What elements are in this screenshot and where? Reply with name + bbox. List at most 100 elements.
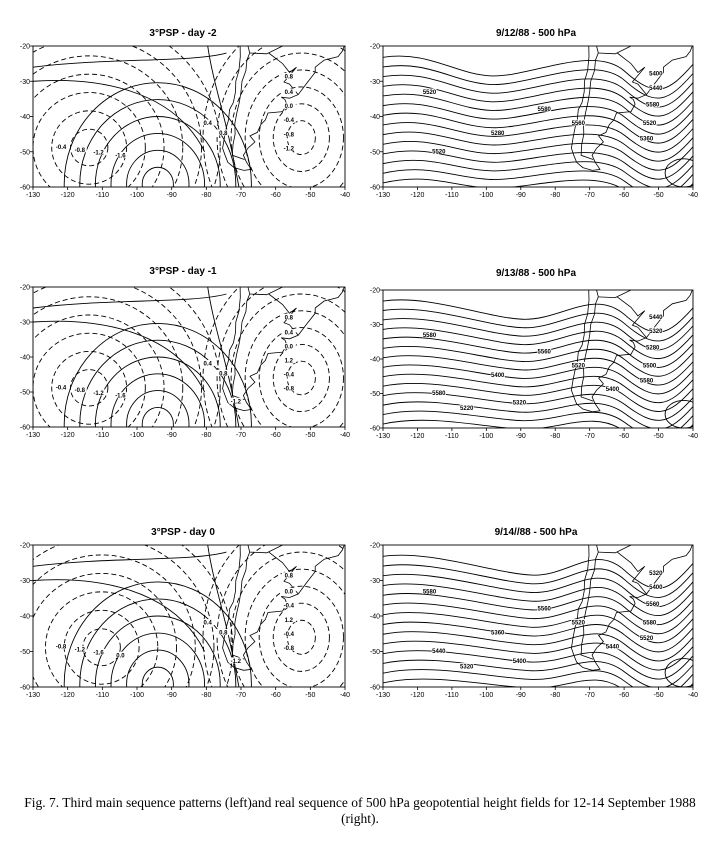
contour-label: 0.4 xyxy=(285,331,294,337)
x-tick-label: -110 xyxy=(445,692,459,699)
y-tick-label: -50 xyxy=(20,390,30,397)
contour-label: -0.8 xyxy=(284,387,295,393)
x-tick-label: -40 xyxy=(688,692,698,699)
x-tick-label: -70 xyxy=(585,433,595,440)
x-tick-label: -40 xyxy=(688,192,698,199)
contour-label: 0.8 xyxy=(219,371,228,377)
map-panel-3: 3°PSP - day -1 -130 -120 -110 -100 -90 -80 -70 -… xyxy=(20,266,350,439)
x-tick-label: -50 xyxy=(653,192,663,199)
y-tick-label: -30 xyxy=(370,578,380,585)
y-tick-label: -60 xyxy=(370,685,380,692)
x-tick-label: -60 xyxy=(619,192,629,199)
x-tick-label: -40 xyxy=(340,192,350,199)
y-tick-label: -60 xyxy=(370,426,380,433)
contour-label: 5400 xyxy=(649,72,663,78)
contour-label: 0.4 xyxy=(204,121,213,127)
contour-label: -1.2 xyxy=(93,391,104,397)
contour-label: 0.8 xyxy=(285,315,294,321)
x-tick-label: -70 xyxy=(236,692,246,699)
plot-frame xyxy=(32,286,346,428)
y-tick-label: -50 xyxy=(20,149,30,156)
map-panel-5: 9/14//88 - 500 hPa -130 -120 -110 -100 -90 -80… xyxy=(370,527,698,699)
y-tick-label: -50 xyxy=(370,149,380,156)
x-tick-label: -110 xyxy=(96,432,110,439)
contour-label: 5520 xyxy=(432,149,446,155)
x-tick-label: -100 xyxy=(479,692,493,699)
contour-label: 5580 xyxy=(423,589,437,595)
contour-label: 5560 xyxy=(538,350,552,356)
contour-label: 5320 xyxy=(649,329,663,335)
contour-label: 5560 xyxy=(572,121,586,127)
x-tick-label: -60 xyxy=(271,692,281,699)
x-tick-label: -90 xyxy=(516,433,526,440)
contour-label: -0.4 xyxy=(284,632,295,638)
x-tick-label: -130 xyxy=(26,192,40,199)
x-tick-label: -80 xyxy=(201,192,211,199)
y-tick-label: -50 xyxy=(370,391,380,398)
contour-label: 0.4 xyxy=(204,362,213,368)
y-tick-label: -20 xyxy=(20,285,30,292)
y-tick-label: -50 xyxy=(370,649,380,656)
x-tick-label: -90 xyxy=(167,692,177,699)
x-tick-label: -130 xyxy=(376,433,390,440)
plot-frame xyxy=(32,544,346,688)
contour-label: 0.4 xyxy=(285,90,294,96)
contour-label: -1.2 xyxy=(231,659,242,665)
contour-label: 0.0 xyxy=(285,104,294,110)
x-tick-label: -50 xyxy=(653,433,663,440)
x-tick-label: -110 xyxy=(96,192,110,199)
x-tick-label: -90 xyxy=(516,692,526,699)
x-tick-label: -90 xyxy=(516,192,526,199)
contour-label: 5320 xyxy=(649,571,663,577)
contour-label: 5440 xyxy=(649,315,663,321)
contour-label: 5500 xyxy=(643,363,657,369)
x-tick-label: -100 xyxy=(479,192,493,199)
coastline xyxy=(570,545,693,671)
map-panel-1: 3°PSP - day -2 -130 -120 -110 -100 -90 -80 -70 -… xyxy=(20,28,350,199)
x-tick-label: -70 xyxy=(236,192,246,199)
plot-frame xyxy=(32,45,346,188)
x-tick-label: -110 xyxy=(445,433,459,440)
y-tick-label: -60 xyxy=(20,425,30,432)
x-tick-label: -90 xyxy=(167,192,177,199)
x-tick-label: -110 xyxy=(96,692,110,699)
y-tick-label: -30 xyxy=(20,578,30,585)
contour-label: -0.8 xyxy=(284,132,295,138)
x-tick-label: -110 xyxy=(445,192,459,199)
contour-label: 5280 xyxy=(646,345,660,351)
x-tick-label: -80 xyxy=(201,692,211,699)
x-tick-label: -50 xyxy=(305,432,315,439)
y-tick-label: -20 xyxy=(370,543,380,550)
contour-label: -1.6 xyxy=(93,650,104,656)
y-tick-label: -40 xyxy=(370,357,380,364)
x-tick-label: -50 xyxy=(305,192,315,199)
contour-label: 0.0 xyxy=(285,345,294,351)
x-tick-label: -60 xyxy=(271,432,281,439)
x-tick-label: -40 xyxy=(340,432,350,439)
contour-label: 5520 xyxy=(572,363,586,369)
contour-label: 5400 xyxy=(491,373,505,379)
contour-label: 5560 xyxy=(538,606,552,612)
contour-label: 1.2 xyxy=(285,618,294,624)
contour-label: -0.4 xyxy=(56,145,67,151)
x-tick-label: -130 xyxy=(26,692,40,699)
y-tick-label: -60 xyxy=(20,185,30,192)
contour-label: -1.6 xyxy=(115,153,126,159)
y-tick-label: -30 xyxy=(370,322,380,329)
contour-label: 5580 xyxy=(646,103,660,109)
figure-caption: Fig. 7. Third main sequence patterns (le… xyxy=(24,795,696,826)
contour-label: 5320 xyxy=(460,665,474,671)
contour-label: 5440 xyxy=(432,649,446,655)
y-tick-label: -30 xyxy=(20,320,30,327)
contour-label: 5440 xyxy=(606,645,620,651)
contour-label: 0.0 xyxy=(116,653,125,659)
contour-label: 5520 xyxy=(643,121,657,127)
y-tick-label: -60 xyxy=(370,185,380,192)
contour-label: 5560 xyxy=(646,602,660,608)
x-tick-label: -40 xyxy=(688,433,698,440)
contour-label: -1.2 xyxy=(231,399,242,405)
x-tick-label: -120 xyxy=(410,192,424,199)
contour-lines xyxy=(33,545,345,687)
contour-label: 0.8 xyxy=(285,574,294,580)
panel-title: 3°PSP - day -1 xyxy=(149,266,217,277)
